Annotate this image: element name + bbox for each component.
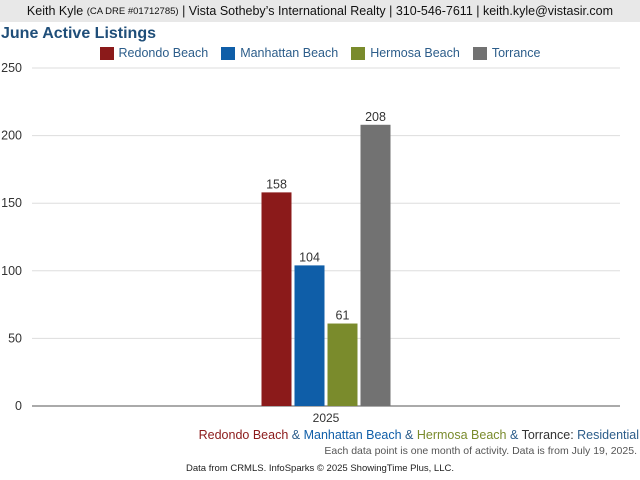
footer-area-redondo-beach: Redondo Beach	[198, 428, 289, 442]
legend-swatch	[351, 46, 366, 60]
bar-torrance	[360, 124, 391, 406]
footer-source: Data from CRMLS. InfoSparks © 2025 Showi…	[185, 463, 454, 474]
agent-company-contact: | Vista Sotheby’s International Realty |…	[182, 4, 614, 18]
legend-item-hermosa-beach[interactable]: Hermosa Beach	[351, 46, 460, 60]
agent-name: Keith Kyle	[26, 4, 84, 18]
y-tick-label: 0	[15, 399, 22, 413]
data-label: 61	[336, 309, 350, 323]
legend-label: Torrance	[491, 46, 541, 60]
footer-separator: &	[506, 428, 522, 442]
bar-redondo-beach	[261, 192, 292, 406]
footer-colon: :	[570, 428, 578, 442]
chart-legend: Redondo Beach Manhattan Beach Hermosa Beac…	[0, 45, 640, 61]
footer-separator: &	[401, 428, 417, 442]
footer-area-line: Redondo Beach & Manhattan Beach & Hermos…	[199, 428, 639, 442]
legend-item-redondo-beach[interactable]: Redondo Beach	[99, 46, 209, 60]
y-tick-label: 200	[1, 129, 22, 143]
legend-swatch	[472, 46, 487, 60]
legend-item-manhattan-beach[interactable]: Manhattan Beach	[221, 46, 338, 60]
agent-header-bar: Keith Kyle (CA DRE #01712785) | Vista So…	[0, 0, 640, 22]
data-label: 208	[365, 110, 386, 124]
legend-label: Manhattan Beach	[240, 46, 339, 60]
footer-area-torrance: Torrance	[521, 428, 571, 442]
legend-item-torrance[interactable]: Torrance	[472, 46, 541, 60]
footer-area-hermosa-beach: Hermosa Beach	[416, 428, 507, 442]
footer-separator: &	[288, 428, 304, 442]
data-label: 104	[299, 250, 320, 264]
data-label: 158	[266, 177, 287, 191]
x-tick-label: 2025	[313, 411, 340, 425]
chart-title: June Active Listings	[1, 25, 156, 42]
legend-swatch	[221, 46, 236, 60]
bar-manhattan-beach	[294, 265, 325, 406]
footer-property-type: Residential	[577, 428, 639, 442]
y-tick-label: 100	[1, 264, 22, 278]
y-tick-label: 50	[8, 331, 22, 345]
bar-hermosa-beach	[327, 323, 358, 406]
legend-label: Hermosa Beach	[370, 46, 460, 60]
agent-license: (CA DRE #01712785)	[86, 5, 179, 17]
y-tick-label: 250	[1, 61, 22, 75]
footer-note: Each data point is one month of activity…	[324, 445, 637, 457]
y-tick-label: 150	[1, 196, 22, 210]
legend-swatch	[99, 46, 114, 60]
legend-label: Redondo Beach	[118, 46, 209, 60]
footer-area-manhattan-beach: Manhattan Beach	[303, 428, 402, 442]
